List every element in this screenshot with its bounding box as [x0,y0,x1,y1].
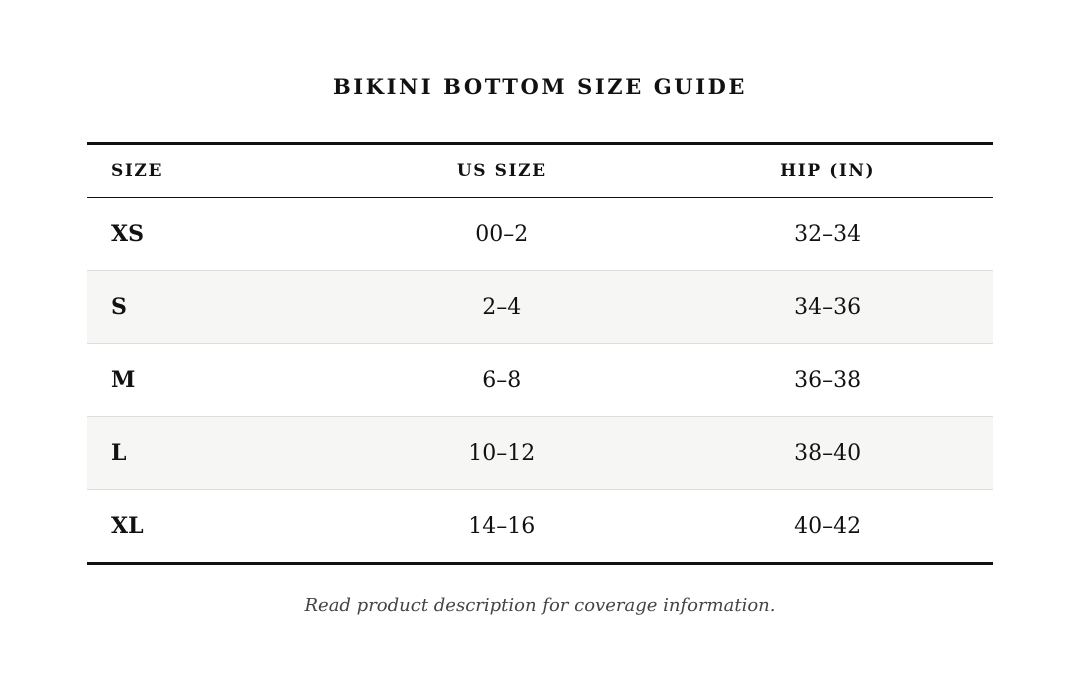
size-cell: XL [87,489,342,564]
column-header-size: SIZE [87,143,342,198]
table-row: XL 14–16 40–42 [87,489,993,564]
size-guide-table: SIZE US SIZE HIP (IN) XS 00–2 32–34 S 2–… [87,142,993,565]
hip-cell: 40–42 [662,489,993,564]
hip-cell: 36–38 [662,343,993,417]
size-cell: M [87,343,342,417]
us-size-cell: 6–8 [341,343,663,417]
us-size-cell: 14–16 [341,489,663,564]
table-row: M 6–8 36–38 [87,343,993,417]
header-row: SIZE US SIZE HIP (IN) [87,143,993,198]
us-size-cell: 00–2 [475,221,529,247]
table-row: XS 00–2 32–34 [87,198,993,271]
coverage-note: Read product description for coverage in… [304,595,776,616]
page-title: BIKINI BOTTOM SIZE GUIDE [332,74,748,99]
size-cell: L [87,416,342,490]
us-size-cell: 2–4 [341,270,663,344]
hip-cell: 32–34 [794,221,862,247]
table-row: S 2–4 34–36 [87,270,993,344]
us-size-cell: 10–12 [341,416,663,490]
table-row: L 10–12 38–40 [87,416,993,490]
table-body: XS 00–2 32–34 S 2–4 34–36 M 6–8 36–38 L … [87,198,993,564]
hip-cell: 38–40 [662,416,993,490]
size-cell: XS [111,221,144,247]
table-header: SIZE US SIZE HIP (IN) [87,143,993,198]
hip-cell: 34–36 [662,270,993,344]
column-header-us-size: US SIZE [341,143,663,198]
column-header-hip: HIP (IN) [662,143,993,198]
size-cell: S [87,270,342,344]
